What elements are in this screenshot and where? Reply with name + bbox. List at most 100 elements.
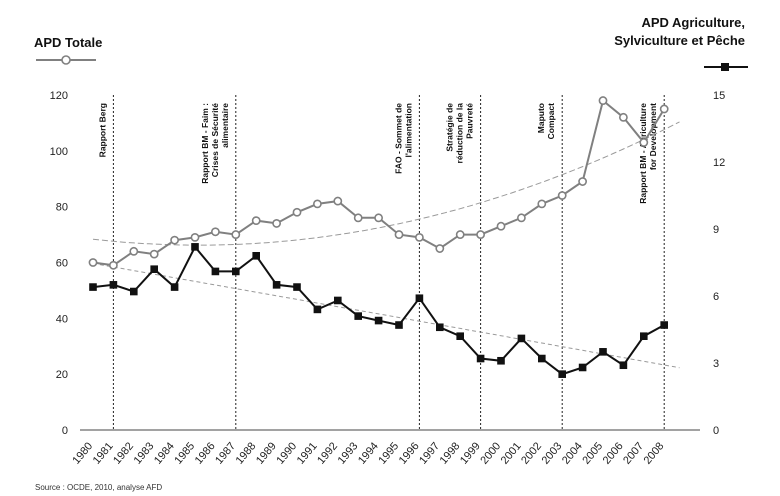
plot-area: 0204060801001200369121519801981198219831…: [50, 90, 726, 467]
x-tick-label: 2006: [601, 440, 626, 466]
point-agriculture: [497, 356, 505, 365]
x-tick-label: 1998: [438, 440, 463, 466]
event-label: for Development: [648, 103, 658, 170]
x-tick-label: 1987: [213, 440, 238, 466]
event-label: Rapport BM - Agriculture: [638, 103, 648, 204]
point-total: [109, 260, 118, 270]
point-agriculture: [232, 267, 240, 276]
point-total: [190, 232, 200, 242]
event-label: Crises de Sécurité: [210, 103, 220, 177]
point-agriculture: [109, 281, 118, 289]
point-total: [292, 207, 302, 217]
x-tick-label: 2003: [540, 440, 565, 466]
x-tick-label: 2001: [499, 440, 524, 466]
x-tick-label: 1984: [152, 440, 177, 466]
x-tick-label: 2000: [478, 440, 503, 466]
point-agriculture: [89, 283, 97, 291]
event-label: alimentaire: [220, 103, 230, 148]
point-agriculture: [252, 252, 260, 260]
point-total: [476, 230, 485, 239]
point-total: [210, 227, 220, 237]
point-agriculture: [640, 332, 648, 340]
point-total: [659, 104, 669, 114]
event-label: réduction de la: [455, 103, 465, 164]
y-right-tick-label: 12: [713, 157, 725, 169]
point-agriculture: [374, 316, 383, 325]
point-agriculture: [395, 321, 403, 329]
x-tick-label: 2002: [519, 440, 544, 466]
point-total: [496, 221, 506, 231]
point-agriculture: [538, 354, 546, 363]
x-tick-label: 1982: [111, 440, 136, 466]
y-right-tick-label: 3: [713, 358, 719, 370]
event-label: Compact: [546, 103, 556, 140]
y-right-tick-label: 9: [713, 224, 719, 236]
x-tick-label: 1997: [417, 440, 442, 466]
point-total: [333, 196, 343, 206]
x-tick-label: 2005: [580, 440, 605, 466]
point-total: [353, 213, 363, 223]
point-total: [414, 232, 424, 242]
point-total: [557, 191, 567, 200]
point-agriculture: [293, 283, 301, 291]
point-agriculture: [599, 348, 607, 356]
y-left-tick-label: 20: [56, 369, 68, 381]
event-label: Rapport Berg: [97, 103, 107, 157]
point-total: [129, 246, 139, 256]
point-agriculture: [517, 334, 526, 343]
event-label: l'alimentation: [403, 103, 413, 157]
x-tick-label: 1988: [234, 440, 259, 466]
x-tick-label: 1992: [315, 440, 340, 466]
point-agriculture: [191, 243, 199, 251]
point-total: [394, 230, 404, 239]
right-axis-label-line2: Sylviculture et Pêche: [614, 33, 745, 48]
point-agriculture: [150, 265, 158, 273]
x-tick-label: 1995: [376, 440, 401, 466]
event-label: Stratégie de: [445, 103, 455, 152]
point-total: [312, 199, 322, 209]
point-total: [272, 219, 281, 228]
x-tick-label: 1989: [254, 440, 279, 466]
point-agriculture: [619, 361, 628, 370]
x-tick-label: 2008: [642, 440, 667, 466]
point-agriculture: [130, 287, 138, 296]
x-tick-label: 1985: [172, 440, 197, 466]
y-left-tick-label: 120: [50, 90, 68, 102]
point-total: [598, 96, 608, 105]
y-right-tick-label: 6: [713, 291, 719, 303]
x-tick-label: 1986: [193, 440, 218, 466]
point-agriculture: [456, 332, 464, 340]
point-agriculture: [415, 294, 424, 303]
point-agriculture: [272, 281, 281, 289]
point-agriculture: [578, 363, 587, 372]
point-agriculture: [436, 323, 444, 332]
point-agriculture: [558, 370, 566, 378]
point-total: [517, 213, 526, 223]
event-label: Maputo: [536, 103, 546, 133]
point-total: [435, 244, 445, 253]
point-agriculture: [660, 321, 668, 329]
point-total: [455, 230, 465, 239]
y-right-tick-label: 15: [713, 90, 725, 102]
event-label: Pauvreté: [465, 103, 475, 139]
point-agriculture: [211, 267, 220, 276]
point-agriculture: [170, 283, 179, 291]
point-total: [537, 199, 547, 209]
x-tick-label: 1980: [70, 440, 95, 466]
point-agriculture: [476, 354, 485, 363]
x-tick-label: 1981: [91, 440, 116, 466]
y-left-tick-label: 60: [56, 258, 68, 270]
point-total: [251, 216, 261, 226]
y-left-tick-label: 100: [50, 146, 68, 158]
trend-curve-agriculture: [92, 262, 680, 369]
event-label: Rapport BM - Faim :: [200, 103, 210, 184]
x-tick-label: 1991: [295, 440, 320, 466]
x-tick-label: 1996: [397, 440, 422, 466]
point-agriculture: [313, 305, 322, 314]
x-tick-label: 1999: [458, 440, 483, 466]
point-total: [231, 230, 241, 239]
right-legend-marker: [721, 63, 729, 71]
x-tick-label: 1983: [132, 440, 157, 466]
point-total: [639, 138, 649, 147]
